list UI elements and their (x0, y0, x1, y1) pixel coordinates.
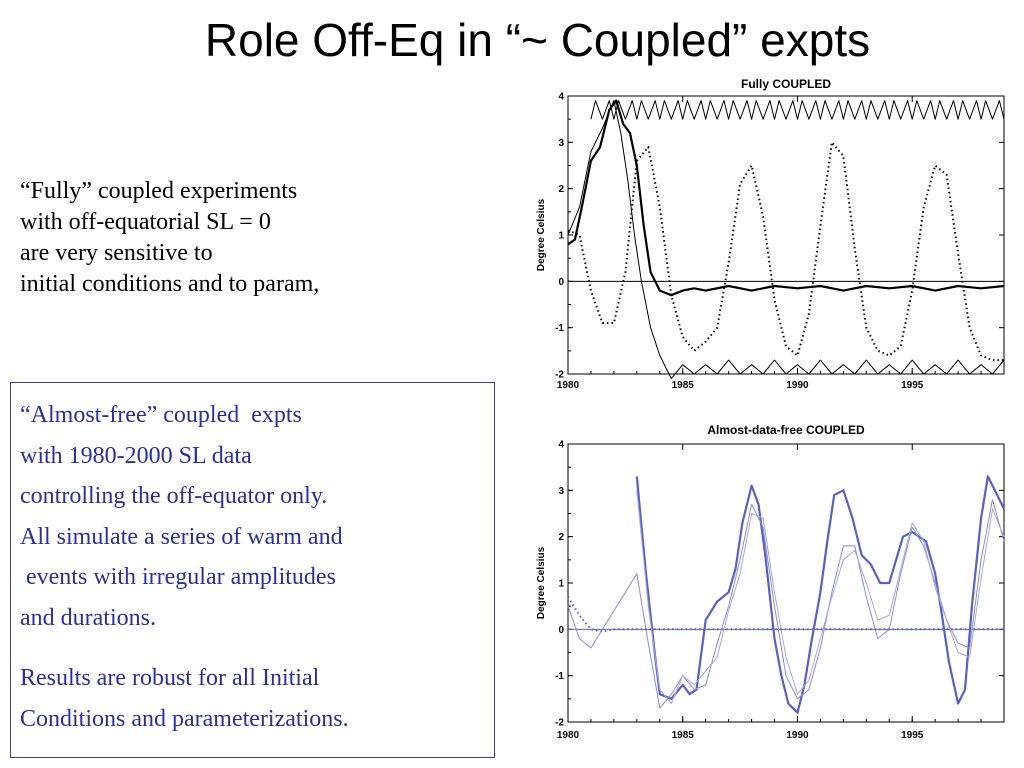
findings-line: controlling the off-equator only. (20, 483, 328, 509)
x-tick-label: 1985 (672, 380, 695, 391)
series-line-3 (636, 490, 1005, 704)
plot-frame (567, 443, 1005, 723)
findings-line: All simulate a series of warm and (20, 523, 343, 550)
plot-frame (567, 95, 1005, 375)
x-tick-label: 1990 (786, 380, 809, 391)
y-tick-label: -1 (555, 323, 564, 334)
x-tick-label: 1995 (901, 730, 924, 741)
y-tick-label: -2 (555, 718, 564, 729)
x-tick-label: 1980 (557, 730, 580, 741)
y-tick-label: -2 (555, 370, 564, 381)
series-line-4 (590, 100, 1005, 120)
series-line-1 (635, 475, 1005, 714)
x-tick-label: 1980 (557, 380, 580, 391)
x-tick-label: 1985 (672, 730, 695, 741)
series-line-2 (567, 141, 1004, 362)
findings-line: with 1980-2000 SL data (20, 442, 252, 469)
y-tick-label: 0 (558, 277, 564, 288)
y-tick-label: 2 (558, 532, 564, 543)
y-tick-label: -1 (555, 671, 564, 682)
y-axis-label: Degree Celsius (536, 198, 547, 271)
series-line-4 (567, 596, 1004, 633)
findings-box: “Almost-free” coupled expts with 1980-20… (10, 382, 495, 758)
paragraph-gap (20, 638, 490, 658)
intro-text: “Fully” coupled experiments with off-equ… (20, 176, 500, 300)
y-tick-label: 2 (558, 184, 564, 195)
conclusion-line: Results are robust for all Initial (20, 665, 320, 691)
series-line-3 (567, 100, 1005, 380)
y-tick-label: 1 (558, 579, 564, 590)
conclusion-line: Conditions and parameterizations. (20, 705, 349, 732)
findings-line: and durations. (20, 604, 156, 631)
intro-line: with off-equatorial SL = 0 (20, 209, 271, 235)
x-tick-label: 1995 (901, 380, 924, 391)
y-tick-label: 0 (558, 625, 564, 636)
intro-line: initial conditions and to param, (20, 271, 320, 297)
intro-line: “Fully” coupled experiments (20, 178, 298, 204)
intro-line: are very sensitive to (20, 240, 213, 266)
y-tick-label: 3 (558, 486, 564, 497)
y-tick-label: 3 (558, 138, 564, 149)
chart-title: Fully COUPLED (741, 77, 831, 91)
findings-text: “Almost-free” coupled expts with 1980-20… (20, 395, 490, 739)
series-line-2 (567, 499, 1005, 709)
slide-title: Role Off-Eq in “~ Coupled” expts (204, 14, 871, 66)
findings-line: events with irregular amplitudes (20, 564, 336, 590)
chart-title: Almost-data-free COUPLED (707, 423, 865, 437)
y-tick-label: 4 (558, 92, 564, 103)
series-line-1 (567, 99, 1005, 297)
x-tick-label: 1990 (786, 730, 809, 741)
y-axis-label: Degree Celsius (536, 546, 547, 619)
y-tick-label: 4 (558, 440, 564, 451)
y-tick-label: 1 (558, 231, 564, 242)
findings-line: “Almost-free” coupled expts (20, 402, 302, 428)
